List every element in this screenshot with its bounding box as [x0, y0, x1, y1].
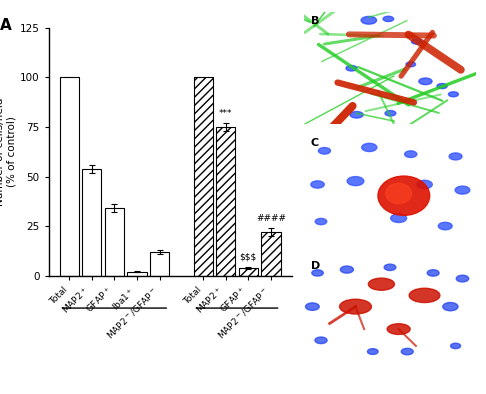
Ellipse shape — [384, 264, 396, 271]
Bar — [150, 252, 169, 276]
Ellipse shape — [315, 218, 327, 225]
Ellipse shape — [361, 17, 377, 24]
Ellipse shape — [438, 222, 452, 230]
Bar — [60, 77, 79, 276]
Text: 20 μm: 20 μm — [447, 360, 464, 365]
Ellipse shape — [437, 84, 447, 89]
Ellipse shape — [455, 186, 470, 194]
Text: 20 μm: 20 μm — [447, 238, 464, 243]
Ellipse shape — [401, 348, 413, 355]
Text: A: A — [0, 18, 12, 33]
Text: C: C — [311, 138, 319, 149]
Ellipse shape — [409, 288, 440, 303]
Ellipse shape — [340, 266, 353, 273]
Ellipse shape — [378, 176, 430, 216]
Text: ***: *** — [219, 109, 232, 118]
Ellipse shape — [362, 143, 377, 152]
Ellipse shape — [367, 349, 378, 355]
Ellipse shape — [405, 151, 417, 158]
Text: B: B — [311, 16, 319, 26]
Text: $$$: $$$ — [240, 253, 257, 262]
Text: ####: #### — [256, 214, 286, 223]
Ellipse shape — [347, 177, 364, 186]
Ellipse shape — [391, 214, 407, 223]
Ellipse shape — [383, 16, 394, 22]
Ellipse shape — [315, 337, 327, 344]
Ellipse shape — [306, 303, 319, 310]
Bar — [82, 169, 102, 276]
Ellipse shape — [311, 181, 324, 188]
Ellipse shape — [350, 112, 363, 118]
Bar — [193, 77, 213, 276]
Ellipse shape — [456, 275, 469, 282]
Ellipse shape — [419, 78, 432, 85]
Ellipse shape — [427, 270, 439, 276]
Ellipse shape — [451, 343, 461, 349]
Ellipse shape — [368, 278, 395, 290]
Ellipse shape — [386, 183, 412, 204]
Bar — [261, 232, 280, 276]
Ellipse shape — [312, 270, 323, 276]
Bar — [127, 272, 147, 276]
Ellipse shape — [449, 92, 458, 97]
Text: 20 μm: 20 μm — [447, 116, 464, 121]
Bar — [105, 208, 124, 276]
Text: D: D — [311, 260, 320, 271]
Bar — [216, 127, 235, 276]
Ellipse shape — [443, 303, 458, 311]
Ellipse shape — [412, 39, 422, 44]
Ellipse shape — [346, 65, 357, 71]
Ellipse shape — [387, 324, 410, 335]
Y-axis label: Number of cells/field
(% of control): Number of cells/field (% of control) — [0, 97, 17, 206]
Ellipse shape — [449, 153, 462, 160]
Bar — [239, 268, 258, 276]
Ellipse shape — [318, 147, 330, 154]
Ellipse shape — [406, 62, 416, 67]
Ellipse shape — [340, 299, 371, 314]
Ellipse shape — [417, 180, 432, 189]
Ellipse shape — [385, 111, 396, 116]
